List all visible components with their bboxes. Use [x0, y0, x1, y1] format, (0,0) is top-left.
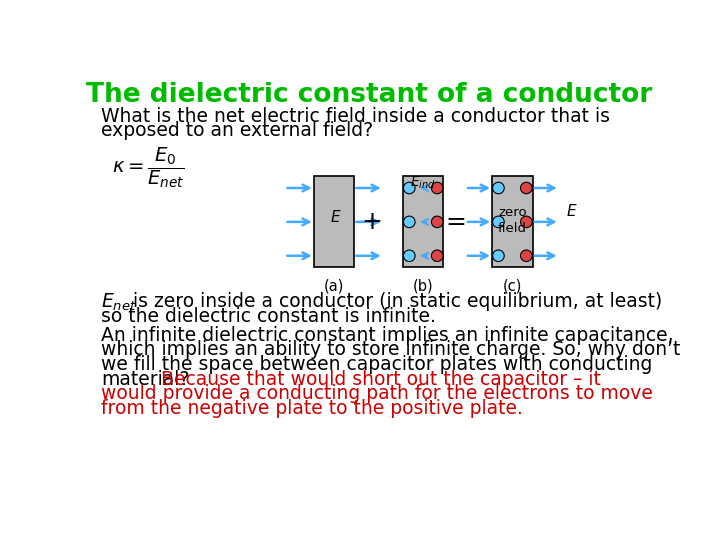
Text: E: E	[567, 204, 576, 219]
Text: (c): (c)	[503, 279, 522, 294]
Circle shape	[492, 250, 504, 261]
Bar	[492, 177, 533, 267]
Text: is zero inside a conductor (in static equilibrium, at least): is zero inside a conductor (in static eq…	[132, 292, 662, 311]
Text: we fill the space between capacitor plates with conducting: we fill the space between capacitor plat…	[101, 355, 652, 374]
Text: material?: material?	[101, 370, 189, 389]
Text: so the dielectric constant is infinite.: so the dielectric constant is infinite.	[101, 307, 436, 326]
Text: An infinite dielectric constant implies an infinite capacitance,: An infinite dielectric constant implies …	[101, 326, 673, 345]
Text: exposed to an external field?: exposed to an external field?	[101, 121, 373, 140]
Text: =: =	[446, 210, 467, 234]
Text: zero
field: zero field	[498, 206, 527, 235]
Circle shape	[403, 216, 415, 228]
Text: What is the net electric field inside a conductor that is: What is the net electric field inside a …	[101, 107, 610, 126]
Circle shape	[431, 216, 443, 228]
Bar	[403, 177, 444, 267]
Circle shape	[431, 250, 443, 261]
Circle shape	[521, 250, 532, 261]
Text: E: E	[331, 210, 341, 225]
Text: would provide a conducting path for the electrons to move: would provide a conducting path for the …	[101, 384, 653, 403]
Circle shape	[492, 216, 504, 228]
Text: (b): (b)	[413, 279, 433, 294]
Text: The dielectric constant of a conductor: The dielectric constant of a conductor	[86, 82, 652, 108]
Circle shape	[521, 216, 532, 228]
Bar	[314, 177, 354, 267]
Text: +: +	[361, 210, 382, 234]
Circle shape	[403, 182, 415, 194]
Text: Because that would short out the capacitor – it: Because that would short out the capacit…	[161, 370, 600, 389]
Text: $E_{net}$: $E_{net}$	[101, 292, 137, 313]
Text: $\kappa = \dfrac{E_0}{E_{net}}$: $\kappa = \dfrac{E_0}{E_{net}}$	[112, 146, 184, 190]
Circle shape	[492, 182, 504, 194]
Text: $E_{ind}$: $E_{ind}$	[410, 174, 436, 191]
Circle shape	[403, 250, 415, 261]
Text: (a): (a)	[324, 279, 344, 294]
Text: from the negative plate to the positive plate.: from the negative plate to the positive …	[101, 399, 523, 418]
Text: which implies an ability to store infinite charge. So, why don’t: which implies an ability to store infini…	[101, 340, 680, 360]
Circle shape	[521, 182, 532, 194]
Circle shape	[431, 182, 443, 194]
